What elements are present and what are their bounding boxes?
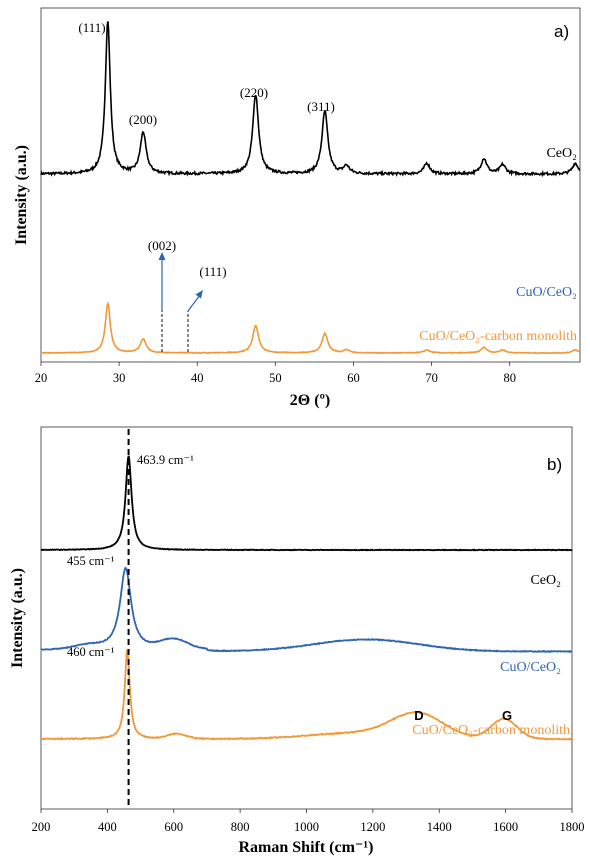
xrd-x-tick-label: 70: [425, 371, 438, 385]
raman-panel: 200 400 600 800 1000 1200 1400 1600 1800 b) 463.…: [9, 426, 585, 856]
raman-x-tick-label: 600: [164, 820, 183, 834]
raman-x-ticks: 200 400 600 800 1000 1200 1400 1600 1800: [32, 809, 585, 834]
xrd-x-tick-label: 30: [113, 371, 126, 385]
xrd-panel-label: a): [554, 22, 569, 41]
raman-x-tick-label: 1000: [294, 820, 319, 834]
raman-series-label-ceo2: CeO₂: [530, 573, 561, 588]
xrd-panel: 20 30 40 50 60 70 80 a) (111) (200) (220) (311…: [13, 7, 581, 409]
raman-x-tick-label: 1400: [427, 820, 452, 834]
raman-series-label-carbon-monolith: CuO/CeO₂-carbon monolith: [412, 723, 570, 738]
raman-x-tick-label: 1200: [360, 820, 385, 834]
raman-peak-label-cuo-ceo2: 455 cm⁻¹: [67, 554, 115, 568]
xrd-x-tick-label: 80: [503, 371, 516, 385]
raman-series-cuo: [40, 566, 573, 654]
raman-x-tick-label: 1800: [560, 820, 585, 834]
xrd-peak-label-111: (111): [78, 20, 105, 35]
raman-band-label-d: D: [414, 708, 423, 723]
xrd-series-ceo2: [40, 21, 581, 178]
xrd-x-axis-title: 2Θ (º): [290, 392, 330, 409]
raman-series-label-cuo-ceo2: CuO/CeO₂: [500, 660, 561, 675]
cuo-002-arrowhead: [158, 252, 166, 260]
xrd-peak-label-200: (200): [129, 112, 157, 127]
xrd-series-label-ceo2: CeO₂: [546, 146, 577, 161]
xrd-series-label-cuo-ceo2: CuO/CeO₂: [516, 285, 577, 300]
cuo-002-label: (002): [148, 238, 176, 253]
xrd-x-tick-label: 60: [347, 371, 360, 385]
xrd-x-tick-label: 50: [269, 371, 282, 385]
raman-x-tick-label: 800: [231, 820, 250, 834]
cuo-111-arrow: [187, 294, 201, 312]
raman-curves: [40, 455, 573, 741]
xrd-series-cuo: [41, 151, 580, 312]
raman-plot-frame: [40, 426, 573, 810]
xrd-x-ticks: 20 30 40 50 60 70 80: [35, 362, 516, 385]
raman-peak-label-ceo2: 463.9 cm⁻¹: [137, 453, 194, 467]
cuo-111-label: (111): [199, 264, 226, 279]
raman-series-ceo2: [40, 455, 573, 552]
cuo-111-arrowhead: [195, 290, 203, 299]
raman-panel-label: b): [547, 455, 562, 474]
raman-x-tick-label: 400: [98, 820, 117, 834]
xrd-x-tick-label: 20: [35, 371, 48, 385]
raman-x-axis-title: Raman Shift (cm⁻¹): [238, 839, 373, 856]
raman-x-tick-label: 200: [32, 820, 51, 834]
xrd-series-carbon: [40, 301, 581, 355]
raman-y-axis-title: Intensity (a.u.): [9, 568, 26, 668]
xrd-plot-frame: [40, 7, 581, 363]
xrd-peak-label-220: (220): [240, 85, 268, 100]
xrd-y-axis-title: Intensity (a.u.): [13, 145, 30, 245]
xrd-peak-label-311: (311): [307, 99, 335, 114]
xrd-curves: [40, 21, 581, 355]
raman-peak-label-carbon-monolith: 460 cm⁻¹: [67, 645, 115, 659]
xrd-series-label-carbon-monolith: CuO/CeO₂-carbon monolith: [419, 329, 577, 344]
raman-band-label-g: G: [502, 708, 512, 723]
raman-x-tick-label: 1600: [493, 820, 518, 834]
xrd-x-tick-label: 40: [191, 371, 204, 385]
